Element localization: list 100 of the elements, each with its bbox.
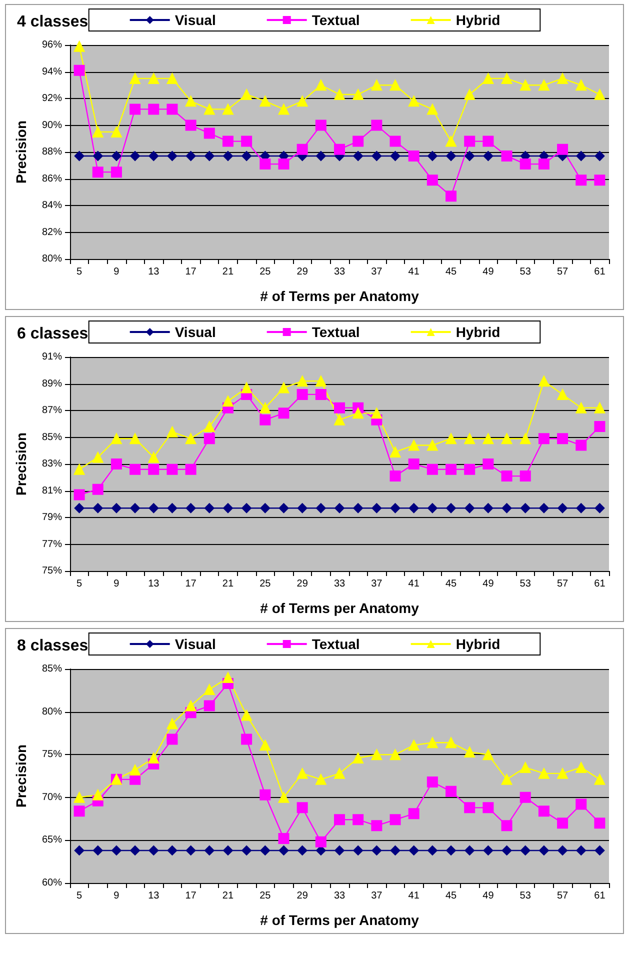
point bbox=[502, 845, 512, 856]
point bbox=[166, 72, 178, 84]
legend-label: Visual bbox=[174, 636, 216, 652]
y-tick-label: 83% bbox=[42, 458, 62, 470]
point bbox=[334, 402, 345, 414]
point bbox=[278, 408, 290, 419]
point bbox=[148, 452, 160, 463]
point bbox=[594, 774, 606, 785]
point bbox=[296, 144, 308, 155]
point bbox=[446, 136, 457, 147]
y-tick-label: 84% bbox=[42, 200, 62, 211]
y-tick-label: 89% bbox=[42, 378, 62, 390]
point bbox=[594, 503, 605, 514]
point bbox=[594, 421, 606, 432]
point bbox=[74, 489, 85, 500]
x-tick-label: 45 bbox=[445, 890, 458, 902]
x-tick-label: 45 bbox=[445, 266, 458, 278]
point bbox=[278, 104, 290, 115]
point bbox=[426, 776, 438, 788]
point bbox=[260, 740, 271, 751]
point bbox=[167, 151, 178, 162]
x-tick-label: 13 bbox=[148, 266, 160, 278]
point bbox=[74, 40, 85, 52]
point bbox=[557, 768, 568, 779]
point bbox=[204, 104, 215, 115]
point bbox=[538, 80, 550, 91]
x-tick-label: 17 bbox=[185, 578, 197, 590]
point bbox=[464, 464, 476, 475]
y-tick-label: 75% bbox=[42, 749, 62, 760]
point bbox=[92, 503, 103, 514]
point bbox=[390, 845, 400, 856]
x-tick-label: 9 bbox=[114, 578, 120, 590]
chart-title: 6 classes bbox=[17, 326, 88, 342]
point bbox=[315, 80, 326, 91]
y-tick-label: 65% bbox=[42, 834, 62, 846]
point bbox=[222, 672, 234, 684]
point bbox=[166, 718, 178, 730]
point bbox=[148, 752, 160, 764]
x-tick-label: 29 bbox=[296, 578, 308, 590]
point bbox=[557, 433, 568, 444]
point bbox=[130, 464, 141, 475]
point bbox=[316, 503, 326, 514]
point bbox=[130, 151, 140, 162]
x-tick-label: 57 bbox=[556, 266, 569, 278]
point bbox=[222, 104, 234, 115]
x-tick-label: 13 bbox=[148, 890, 160, 902]
point bbox=[260, 789, 271, 800]
point bbox=[186, 151, 196, 162]
point bbox=[352, 136, 364, 147]
point bbox=[371, 820, 382, 832]
x-tick-label: 13 bbox=[148, 578, 160, 590]
point bbox=[316, 151, 326, 162]
point bbox=[130, 433, 141, 444]
point bbox=[222, 151, 233, 162]
point bbox=[446, 464, 457, 475]
point bbox=[185, 120, 196, 131]
y-tick-label: 70% bbox=[42, 792, 62, 803]
point bbox=[520, 762, 531, 773]
point bbox=[242, 503, 252, 514]
x-tick-label: 5 bbox=[76, 578, 83, 590]
point bbox=[538, 158, 550, 170]
point bbox=[111, 503, 122, 514]
y-axis-title: Precision bbox=[13, 744, 29, 808]
point bbox=[130, 845, 140, 856]
point bbox=[390, 470, 401, 482]
point bbox=[278, 382, 290, 394]
point bbox=[296, 96, 308, 107]
x-tick-label: 21 bbox=[222, 266, 234, 278]
x-tick-label: 33 bbox=[334, 578, 346, 590]
x-tick-label: 53 bbox=[520, 266, 532, 278]
point bbox=[520, 845, 530, 856]
point bbox=[92, 151, 103, 162]
y-tick-label: 92% bbox=[42, 93, 62, 104]
x-tick-label: 21 bbox=[222, 890, 234, 902]
point bbox=[260, 96, 271, 107]
point bbox=[408, 845, 419, 856]
point bbox=[371, 408, 382, 419]
point bbox=[576, 151, 586, 162]
point bbox=[482, 802, 494, 814]
y-tick-label: 81% bbox=[42, 485, 62, 496]
point bbox=[538, 768, 550, 779]
point bbox=[260, 158, 271, 170]
x-tick-label: 41 bbox=[408, 578, 420, 590]
point bbox=[74, 503, 84, 514]
y-tick-label: 94% bbox=[42, 66, 62, 78]
x-axis-title: # of Terms per Anatomy bbox=[260, 288, 420, 304]
point bbox=[558, 503, 568, 514]
x-tick-label: 5 bbox=[76, 890, 83, 902]
point bbox=[315, 836, 326, 848]
point bbox=[167, 503, 178, 514]
point bbox=[352, 88, 364, 100]
x-tick-label: 25 bbox=[260, 266, 272, 278]
x-tick-label: 37 bbox=[371, 578, 383, 590]
y-tick-label: 88% bbox=[42, 146, 62, 158]
point bbox=[148, 104, 160, 115]
point bbox=[92, 845, 103, 856]
x-tick-label: 17 bbox=[185, 266, 197, 278]
y-tick-label: 85% bbox=[42, 432, 62, 443]
point bbox=[594, 402, 606, 414]
point bbox=[538, 433, 550, 444]
